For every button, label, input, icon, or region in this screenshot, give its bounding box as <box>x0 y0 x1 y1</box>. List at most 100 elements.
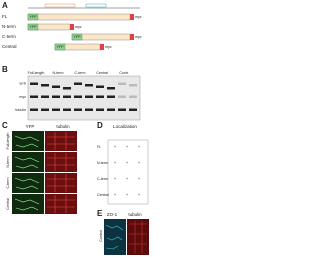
myc-box <box>130 34 134 40</box>
band <box>129 108 137 111</box>
myc-label: myc <box>105 45 112 49</box>
micrograph <box>45 131 77 151</box>
micrograph <box>45 152 77 172</box>
band <box>96 95 104 98</box>
band <box>107 87 115 90</box>
micrograph <box>45 173 77 193</box>
band <box>41 84 49 87</box>
row-label: Central <box>97 193 109 197</box>
row-label: C-term <box>6 178 10 189</box>
micrograph <box>12 173 44 193</box>
micrograph <box>12 152 44 172</box>
row-label: Full-length <box>6 133 10 150</box>
cell: + <box>126 145 128 149</box>
table-title: Localization <box>113 124 137 129</box>
row-label: N-term <box>6 157 10 168</box>
myc-box <box>130 14 134 20</box>
band <box>41 108 49 111</box>
table-frame <box>107 139 149 205</box>
column-label: tubulin <box>128 212 142 217</box>
band <box>74 108 82 111</box>
tubulin-stain <box>47 153 75 171</box>
band <box>30 95 38 98</box>
panel-letter: E <box>97 209 103 218</box>
band <box>85 95 93 98</box>
yfp-label: YFP <box>74 35 82 39</box>
figure: A FL YFP myc N-term YFP myc C-term YFP myc Centra… <box>2 1 149 255</box>
row-label: C-term <box>97 177 108 181</box>
myc-label: myc <box>135 35 142 39</box>
myc-box <box>70 24 74 30</box>
yfp-stain <box>14 156 40 169</box>
band <box>107 95 115 98</box>
band <box>129 84 137 87</box>
domain-bracket <box>85 3 107 8</box>
tubulin-stain <box>47 174 75 192</box>
band <box>63 95 71 98</box>
row-label: tubulin <box>15 108 26 112</box>
band <box>30 82 38 85</box>
myc-label: myc <box>135 15 142 19</box>
column-label: Full-length <box>28 71 45 75</box>
tubulin-stain <box>47 195 75 213</box>
yfp-box <box>54 43 66 51</box>
column-label: N-term <box>53 71 64 75</box>
band <box>118 95 126 98</box>
micrograph <box>104 219 126 255</box>
yfp-stain <box>14 198 40 211</box>
band <box>52 108 60 111</box>
construct <box>27 13 131 21</box>
panel-letter: D <box>97 121 103 130</box>
band <box>63 87 71 90</box>
band <box>52 85 60 88</box>
row-label: N-term <box>2 24 16 29</box>
band <box>118 108 126 111</box>
column-label: tubulin <box>56 124 70 129</box>
yfp-box <box>27 23 39 31</box>
panel-letter: B <box>2 65 8 74</box>
row-label: FL <box>2 14 8 19</box>
band <box>63 108 71 111</box>
band <box>52 95 60 98</box>
yfp-stain <box>14 177 40 190</box>
tubulin-stain <box>129 221 147 253</box>
domain-bracket <box>44 3 76 8</box>
row-label: YFP <box>19 82 27 86</box>
band <box>85 84 93 87</box>
micrograph <box>127 219 149 255</box>
cell: + <box>126 161 128 165</box>
cell: + <box>126 193 128 197</box>
column-label: YFP <box>26 124 35 129</box>
cell: + <box>114 177 116 181</box>
junction-stain <box>105 224 124 250</box>
column-label: ZO-1 <box>107 212 118 217</box>
band <box>96 108 104 111</box>
yfp-label: YFP <box>30 25 38 29</box>
cell: + <box>138 177 140 181</box>
micrograph <box>12 131 44 151</box>
band <box>74 82 82 85</box>
row-label: C-term <box>2 34 16 39</box>
panel-letter: C <box>2 121 8 130</box>
row-label: Central <box>2 44 17 49</box>
column-label: C-term <box>75 71 86 75</box>
yfp-box <box>27 13 39 21</box>
band <box>118 82 126 85</box>
row-label: Central <box>6 198 10 210</box>
tubulin-stain <box>47 132 75 150</box>
band <box>41 95 49 98</box>
band <box>129 95 137 98</box>
micrograph <box>45 194 77 214</box>
yfp-label: YFP <box>30 15 38 19</box>
row-label: myc <box>19 95 26 99</box>
panel-letter: A <box>2 1 8 10</box>
band <box>30 108 38 111</box>
myc-box <box>100 44 104 50</box>
band <box>85 108 93 111</box>
band <box>74 95 82 98</box>
yfp-stain <box>14 135 40 148</box>
column-label: Contr. <box>119 71 129 75</box>
cell: + <box>138 145 140 149</box>
cell: + <box>114 145 116 149</box>
column-label: Central <box>96 71 108 75</box>
